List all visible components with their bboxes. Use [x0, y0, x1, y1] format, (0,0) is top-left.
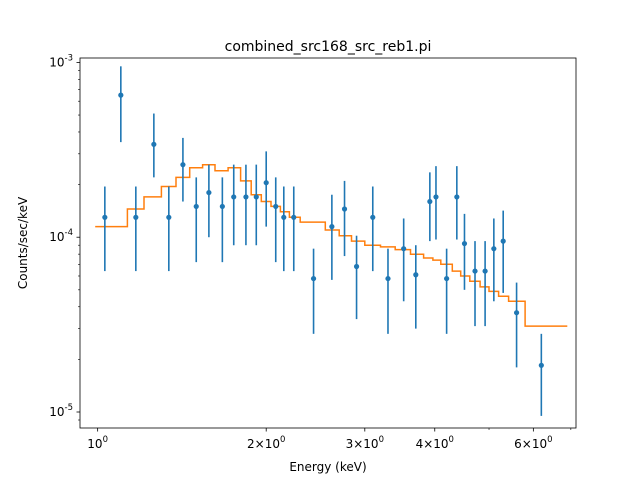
data-marker — [253, 194, 259, 200]
data-point — [310, 248, 317, 334]
data-marker — [231, 194, 237, 200]
data-point — [385, 248, 391, 334]
data-point — [133, 186, 139, 272]
data-point — [482, 241, 488, 327]
data-marker — [538, 362, 544, 368]
data-marker — [433, 194, 439, 200]
data-marker — [454, 194, 460, 200]
data-point — [273, 177, 279, 263]
data-marker — [166, 214, 172, 220]
x-tick-label: 2×100 — [247, 435, 285, 451]
data-marker — [461, 240, 468, 247]
data-marker — [193, 203, 199, 210]
data-marker — [513, 310, 520, 316]
data-point — [500, 210, 506, 293]
data-marker — [370, 214, 376, 220]
data-marker — [500, 238, 506, 244]
data-point — [491, 218, 497, 302]
y-tick-label: 10-3 — [49, 53, 73, 69]
data-marker — [263, 180, 269, 186]
data-point — [253, 164, 259, 246]
data-marker — [401, 246, 407, 252]
data-point — [427, 172, 433, 242]
y-major-ticks: 10-5 10-4 10-3 — [49, 53, 80, 419]
data-marker — [444, 275, 450, 282]
data-marker — [281, 214, 287, 220]
data-point — [193, 177, 199, 263]
data-point — [118, 66, 124, 143]
data-marker — [219, 203, 225, 210]
data-marker — [180, 162, 186, 168]
data-point — [263, 151, 269, 227]
data-point — [341, 180, 348, 257]
data-marker — [273, 203, 279, 210]
y-axis-label: Counts/sec/keV — [16, 196, 30, 289]
data-point — [102, 186, 108, 272]
data-point — [243, 164, 249, 246]
data-series — [102, 66, 544, 416]
x-tick-label: 6×100 — [514, 435, 552, 451]
data-marker — [102, 214, 108, 220]
data-point — [291, 186, 297, 272]
x-tick-label: 4×100 — [416, 435, 454, 451]
data-point — [370, 186, 376, 272]
data-marker — [482, 268, 488, 274]
data-point — [151, 113, 157, 178]
data-point — [329, 194, 335, 280]
data-point — [472, 241, 478, 327]
data-marker — [427, 198, 433, 205]
data-point — [180, 137, 186, 202]
model-series — [95, 163, 568, 327]
data-point — [538, 333, 544, 416]
data-point — [166, 186, 172, 272]
data-point — [281, 186, 287, 272]
x-major-ticks: 100 2×100 3×100 4×100 6×100 — [87, 428, 553, 451]
data-point — [461, 213, 468, 290]
x-axis-label: Energy (keV) — [289, 460, 366, 474]
data-marker — [151, 141, 157, 147]
model-step-line — [95, 163, 568, 327]
data-marker — [385, 275, 391, 282]
data-marker — [341, 206, 348, 212]
data-marker — [310, 275, 317, 282]
data-point — [513, 282, 520, 368]
data-marker — [353, 263, 360, 270]
data-marker — [243, 194, 249, 200]
data-marker — [291, 214, 297, 220]
x-tick-label: 3×100 — [346, 435, 384, 451]
data-marker — [206, 189, 212, 196]
data-point — [444, 248, 450, 334]
data-point — [353, 235, 360, 320]
data-point — [401, 218, 407, 302]
y-tick-label: 10-5 — [49, 403, 73, 419]
y-tick-label: 10-4 — [49, 228, 73, 244]
x-tick-label: 100 — [87, 435, 108, 451]
data-marker — [329, 224, 335, 230]
data-marker — [133, 214, 139, 220]
data-point — [219, 177, 225, 263]
chart-title: combined_src168_src_reb1.pi — [225, 39, 432, 55]
plot-frame — [79, 57, 577, 429]
data-point — [433, 166, 439, 240]
data-point — [206, 164, 212, 238]
data-marker — [413, 272, 419, 278]
data-marker — [472, 268, 478, 274]
data-point — [454, 166, 460, 240]
data-marker — [118, 92, 124, 98]
data-point — [231, 164, 237, 246]
data-marker — [491, 246, 497, 252]
data-point — [413, 245, 419, 329]
